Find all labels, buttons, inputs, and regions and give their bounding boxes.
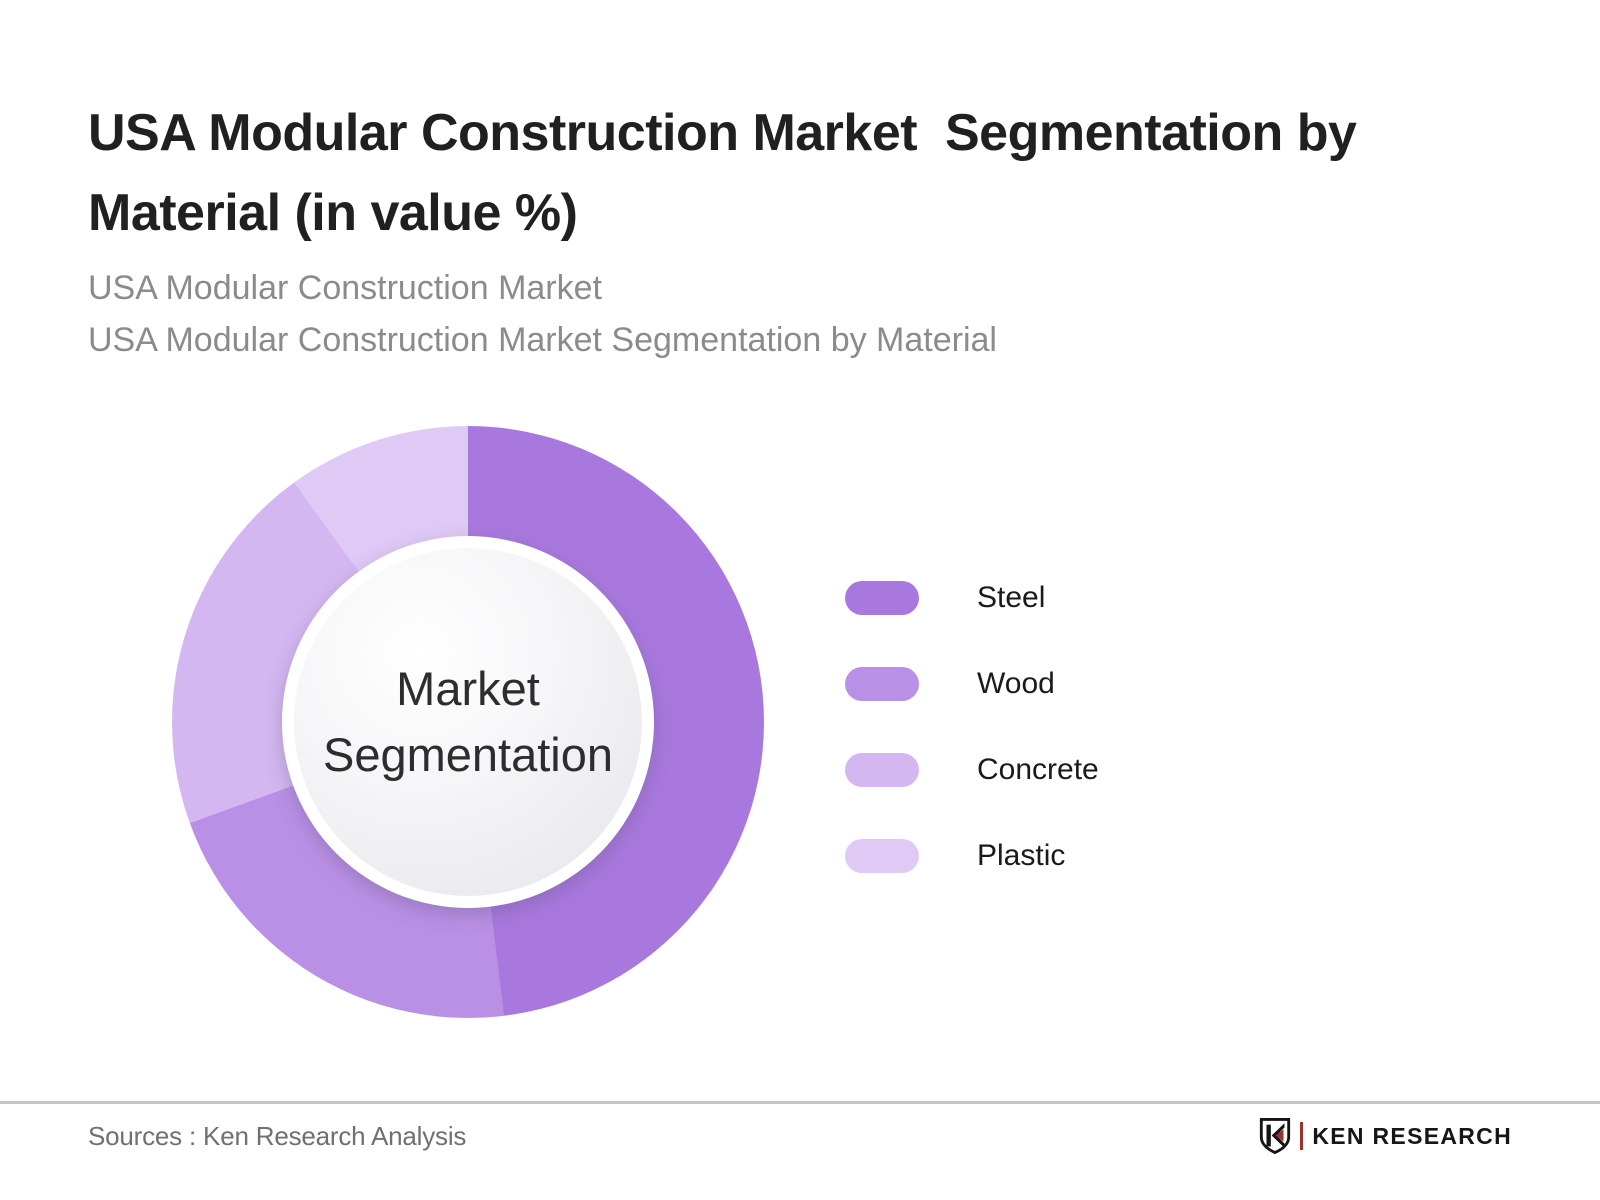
ken-research-logo: KEN RESEARCH (1258, 1117, 1512, 1155)
legend-label-steel: Steel (977, 581, 1046, 614)
legend-item-steel: Steel (845, 581, 1099, 615)
legend-label-plastic: Plastic (977, 839, 1066, 872)
legend-swatch-plastic (845, 839, 919, 873)
chart-subtitle: USA Modular Construction Market USA Modu… (88, 262, 1288, 366)
legend-label-wood: Wood (977, 667, 1055, 700)
footer-divider (0, 1101, 1600, 1104)
legend-swatch-concrete (845, 753, 919, 787)
logo-wordmark: KEN RESEARCH (1312, 1122, 1512, 1149)
source-note: Sources : Ken Research Analysis (88, 1121, 467, 1151)
ken-research-shield-icon (1260, 1118, 1291, 1155)
legend-swatch-wood (845, 667, 919, 701)
page-title: USA Modular Construction Market Segmenta… (88, 103, 1357, 242)
legend-swatch-steel (845, 581, 919, 615)
subtitle-line-2: USA Modular Construction Market Segmenta… (88, 321, 997, 359)
legend-item-wood: Wood (845, 667, 1099, 701)
donut-center-label: Market Segmentation (322, 662, 614, 781)
donut-center: Market Segmentation (282, 536, 654, 908)
legend-item-concrete: Concrete (845, 753, 1099, 787)
legend: Steel Wood Concrete Plastic (845, 581, 1099, 925)
donut-center-disc: Market Segmentation (294, 548, 642, 896)
legend-label-concrete: Concrete (977, 753, 1099, 786)
subtitle-line-1: USA Modular Construction Market (88, 269, 602, 307)
logo-divider (1300, 1122, 1304, 1150)
legend-item-plastic: Plastic (845, 839, 1099, 873)
